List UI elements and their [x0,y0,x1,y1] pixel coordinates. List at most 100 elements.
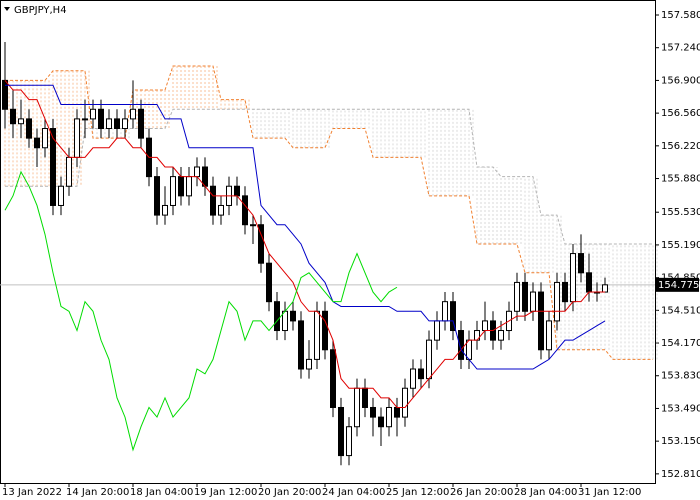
candle-body [442,301,448,322]
candle-body [306,358,312,370]
candle-body [354,387,360,428]
candle-body [218,204,224,216]
candle-body [98,108,104,130]
candle-body [418,368,424,380]
y-tick-label: 156.560 [661,108,700,119]
candle-body [514,281,520,312]
candle-body [386,406,392,428]
plot-frame [0,0,656,484]
candle-body [378,416,384,428]
candle-body [482,320,488,332]
span-b-line [5,108,653,245]
candle-body [410,368,416,389]
candle-body [346,426,352,457]
y-tick-label: 155.530 [661,207,700,218]
candle-body [570,253,576,303]
last-price-box [655,277,699,292]
candle-body [458,330,464,360]
candle-body [194,166,200,178]
candle-body [178,176,184,197]
y-tick-label: 152.810 [661,469,700,480]
candle-body [362,387,368,408]
y-tick-label: 155.880 [661,174,700,185]
candle-body [266,262,272,303]
x-tick-label: 18 Jan 04:00 [130,487,193,498]
candle-body [258,224,264,264]
candle-body [546,320,552,351]
candle-body [402,387,408,418]
y-tick-label: 154.510 [661,305,700,316]
candle-body [122,118,128,130]
candle-body [250,224,256,227]
candle-body [74,118,80,158]
candle-body [170,176,176,206]
candle-body [538,291,544,351]
y-tick-label: 156.900 [661,75,700,86]
candle-body [330,349,336,408]
candle-body [90,108,96,120]
candle-body [58,185,64,206]
candle-body [530,291,536,312]
indicator-line [4,80,605,408]
candle-body [114,118,120,130]
y-tick-label: 153.490 [661,403,700,414]
candle-body [18,118,24,125]
candle-body [314,310,320,360]
candle-body [82,118,88,121]
candle-body [66,156,72,187]
candle-body [554,281,560,322]
candle-body [10,108,16,125]
menu-arrow [4,7,10,11]
candle-body [338,406,344,457]
candle-body [394,406,400,418]
candle-body [450,301,456,332]
x-tick-label: 25 Jan 12:00 [386,487,449,498]
candle-body [242,195,248,226]
candle-body [130,108,136,120]
candle-body [498,330,504,341]
last-price-label: 154.775 [658,280,699,291]
candle-body [290,310,296,322]
candle-body [50,128,56,206]
x-tick-label: 31 Jan 12:00 [578,487,641,498]
x-tick-label: 26 Jan 20:00 [450,487,513,498]
candle-body [162,204,168,216]
candle-body [26,118,32,139]
candle-body [434,320,440,341]
candle-body [426,339,432,380]
y-tick-label: 153.150 [661,436,700,447]
x-tick-label: 24 Jan 04:00 [322,487,385,498]
candle-body [274,301,280,332]
candle-body [42,128,48,149]
x-tick-label: 14 Jan 20:00 [66,487,129,498]
candle-body [138,108,144,139]
chart-title: GBPJPY,H4 [14,5,67,16]
candle-body [602,284,608,293]
y-tick-label: 156.220 [661,141,700,152]
candle-body [578,253,584,274]
candle-body [298,320,304,370]
y-tick-label: 157.580 [661,10,700,21]
x-tick-label: 20 Jan 20:00 [258,487,321,498]
candle-body [586,272,592,293]
candle-body [210,185,216,216]
candle-body [522,281,528,312]
candle-body [370,406,376,418]
indicator-line [4,170,398,452]
span-a-line [5,65,653,360]
candle-body [322,310,328,351]
y-tick-label: 155.190 [661,240,700,251]
candle-body [154,176,160,216]
candle-body [106,118,112,130]
indicator-line [5,84,606,370]
x-tick-label: 28 Jan 04:00 [514,487,577,498]
candle-body [234,185,240,197]
x-tick-label: 13 Jan 2022 [2,487,62,498]
candle-body [186,176,192,197]
candle-body [562,281,568,303]
y-tick-label: 154.170 [661,338,700,349]
y-tick-label: 153.830 [661,371,700,382]
x-tick-label: 19 Jan 12:00 [194,487,257,498]
